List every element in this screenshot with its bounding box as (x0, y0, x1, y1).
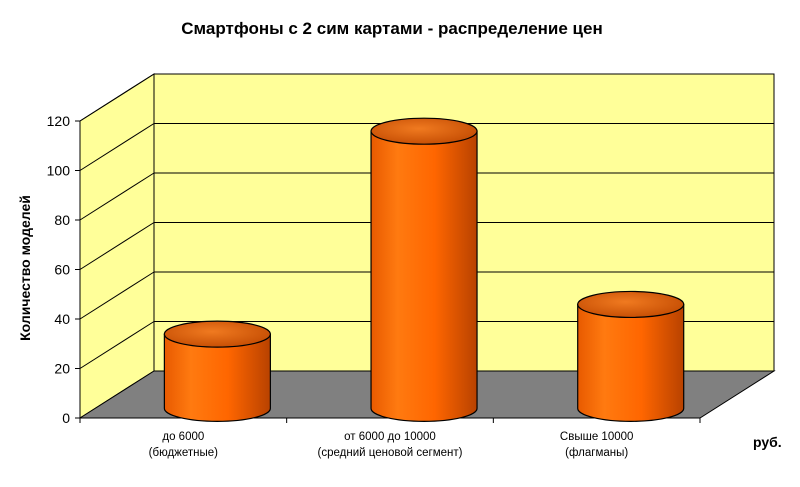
chart-title: Смартфоны с 2 сим картами - распределени… (181, 19, 602, 38)
bar-cylinder (370, 117, 478, 422)
gridline-side (79, 321, 155, 369)
bar-body (577, 303, 685, 422)
category-label: Свыше 10000 (560, 431, 633, 443)
category-labels: до 6000 (бюджетные) от 6000 до 10000 (средн… (79, 418, 701, 459)
bar-body (370, 130, 478, 422)
x-axis-unit-label: руб. (753, 434, 782, 450)
y-axis-label: Количество моделей (17, 195, 33, 341)
gridline-side (79, 123, 155, 171)
y-tick-label: 0 (62, 410, 70, 426)
bar-body (163, 333, 271, 422)
y-tick-label: 40 (54, 311, 70, 327)
bar-top (163, 320, 271, 348)
category-label: от 6000 до 10000 (344, 431, 436, 443)
y-tick-label: 60 (54, 262, 70, 278)
category-label: (бюджетные) (149, 447, 218, 459)
gridline-side (79, 271, 155, 320)
y-tick-label: 80 (54, 212, 70, 228)
y-tick-label: 100 (47, 163, 71, 179)
y-tick-label: 120 (47, 113, 71, 129)
y-tick-labels: 0 20 40 60 80 100 120 (47, 113, 80, 426)
category-label: (флагманы) (565, 447, 628, 459)
gridline-side (79, 172, 155, 221)
bar-top (577, 290, 685, 319)
gridline-side (79, 222, 155, 270)
bar-cylinder (163, 320, 271, 422)
y-tick-label: 20 (54, 361, 70, 377)
bar-cylinder (577, 290, 685, 422)
bars (163, 117, 685, 422)
gridline-side (79, 73, 155, 122)
category-label: до 6000 (162, 431, 204, 443)
bar-top (370, 117, 478, 145)
category-label: (средний ценовой сегмент) (318, 447, 463, 459)
